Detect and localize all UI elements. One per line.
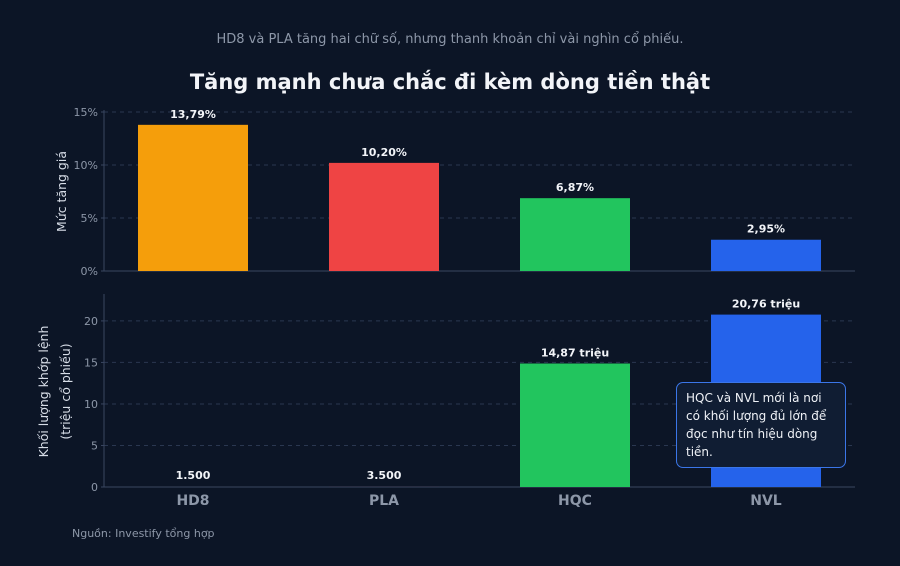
- y-axis-title: Mức tăng giá: [54, 151, 69, 232]
- bar-pla: [329, 162, 439, 271]
- chart-title: Tăng mạnh chưa chắc đi kèm dòng tiền thậ…: [189, 70, 711, 94]
- data-label: 10,20%: [361, 146, 407, 159]
- y-axis-title-line: (triệu cổ phiếu): [58, 343, 73, 439]
- x-tick-label-hqc: HQC: [558, 493, 592, 509]
- y-tick-label: 15: [84, 356, 98, 369]
- bar-hqc: [520, 198, 630, 271]
- y-tick-label: 0: [91, 481, 98, 494]
- x-tick-label-hd8: HD8: [176, 493, 209, 509]
- y-axis-title-line: Mức tăng giá: [54, 151, 69, 232]
- y-tick-label: 0%: [81, 265, 98, 278]
- bar-nvl: [711, 239, 821, 271]
- annotation-callout: HQC và NVL mới là nơi có khối lượng đủ l…: [676, 382, 846, 468]
- y-tick-label: 10%: [74, 159, 98, 172]
- y-axis-title-line: Khối lượng khớp lệnh: [36, 326, 51, 458]
- x-tick-label-nvl: NVL: [750, 493, 782, 509]
- x-tick-label-pla: PLA: [369, 493, 399, 509]
- y-tick-label: 5: [91, 439, 98, 452]
- data-label: 20,76 triệu: [732, 298, 800, 311]
- bar-hqc: [520, 363, 630, 487]
- chart-subtitle: HD8 và PLA tăng hai chữ số, nhưng thanh …: [216, 32, 684, 47]
- source-note: Nguồn: Investify tổng hợp: [72, 527, 215, 540]
- data-label: 2,95%: [747, 223, 785, 236]
- data-label: 14,87 triệu: [541, 347, 609, 360]
- y-axis-title: Khối lượng khớp lệnh (triệu cổ phiếu): [36, 326, 73, 458]
- y-tick-label: 20: [84, 315, 98, 328]
- bar-hd8: [138, 124, 248, 272]
- data-label: 3.500: [367, 469, 402, 482]
- data-label: 13,79%: [170, 108, 216, 121]
- y-tick-label: 15%: [74, 106, 98, 119]
- y-tick-label: 5%: [81, 212, 98, 225]
- data-label: 6,87%: [556, 181, 594, 194]
- y-tick-label: 10: [84, 398, 98, 411]
- data-label: 1.500: [176, 469, 211, 482]
